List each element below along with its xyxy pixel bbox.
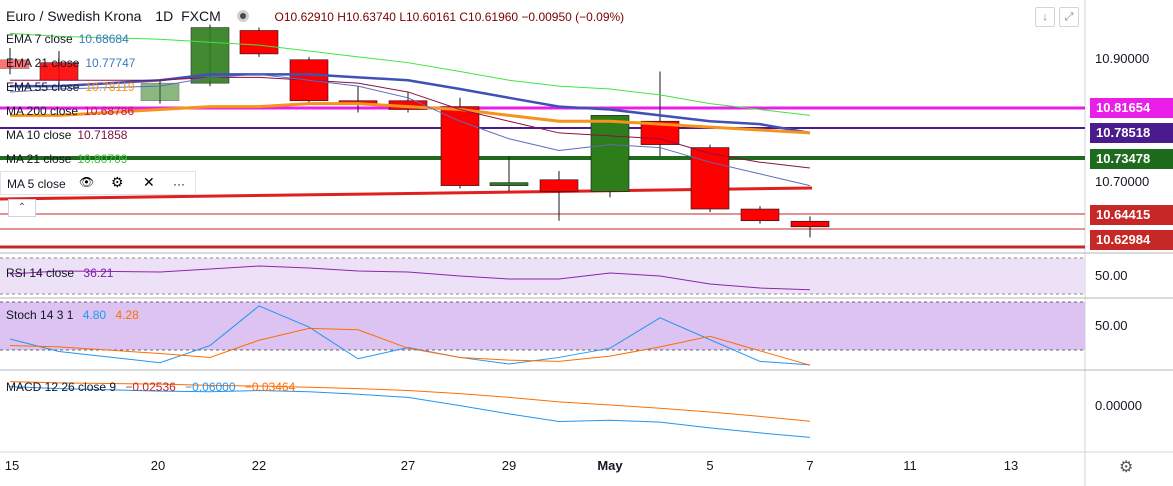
candle-body[interactable] (539, 179, 579, 192)
x-tick-label: May (597, 458, 623, 473)
x-tick-label: 29 (501, 458, 517, 473)
legend-value: 10.68786 (84, 104, 135, 118)
series-line-ema-7-close[interactable] (9, 73, 811, 187)
stoch-d-value: 4.28 (115, 308, 139, 322)
close-icon[interactable]: ✕ (143, 174, 155, 190)
series-line-ma-10-close[interactable] (10, 76, 811, 169)
ma200-extended[interactable] (0, 186, 813, 201)
stoch-d-line[interactable] (9, 327, 811, 366)
legend-item-0[interactable]: EMA 7 close 10.68684 (6, 32, 129, 46)
x-tick-label: 11 (903, 458, 917, 473)
rsi-rsi-line[interactable] (9, 265, 811, 291)
candle-body[interactable] (140, 82, 180, 102)
legend-item-1[interactable]: EMA 21 close 10.77747 (6, 56, 135, 70)
legend-item-5[interactable]: MA 21 close 10.80709 (6, 152, 127, 166)
series-line-ema-55-close[interactable] (10, 102, 811, 135)
candle-body[interactable] (690, 147, 730, 210)
candle-body[interactable] (239, 30, 279, 55)
price-axis-label-1: 10.90000 (1095, 51, 1150, 66)
price-tag-2: 10.78518 (1090, 123, 1173, 143)
legend-value: 10.71858 (77, 128, 128, 142)
eye-icon[interactable]: 👁 (79, 175, 95, 189)
legend-item-2[interactable]: EMA 55 close 10.78119 (6, 80, 135, 94)
legend-value: 10.68684 (78, 32, 129, 46)
macd-signal-line[interactable] (9, 381, 811, 422)
stoch-legend[interactable]: Stoch 14 3 1 4.80 4.28 (6, 308, 139, 322)
x-tick-label: 5 (706, 458, 714, 473)
candle-body[interactable] (0, 59, 30, 69)
chart-header: Euro / Swedish Krona 1D FXCM O10.62910 H… (6, 8, 624, 24)
legend-item-4[interactable]: MA 10 close 10.71858 (6, 128, 127, 142)
candle-body[interactable] (740, 208, 780, 222)
legend-label: MA 200 close (6, 104, 79, 118)
legend-label: EMA 21 close (6, 56, 80, 70)
legend-value: 10.77747 (85, 56, 136, 70)
gear-icon[interactable]: ⚙ (111, 174, 124, 190)
series-line-ema-21-close[interactable] (10, 73, 811, 135)
legend-item-3[interactable]: MA 200 close 10.68786 (6, 104, 134, 118)
macd-legend[interactable]: MACD 12 26 close 9 −0.02536 −0.06000 −0.… (6, 380, 295, 394)
macd-signal-value: −0.03464 (244, 380, 296, 394)
rsi-axis-label: 50.00 (1095, 268, 1128, 283)
source: FXCM (181, 8, 221, 24)
settings-icon[interactable]: ⚙ (1119, 459, 1134, 476)
stoch-k-value: 4.80 (82, 308, 107, 322)
legend-label: EMA 7 close (6, 32, 73, 46)
candle-body[interactable] (489, 182, 529, 186)
candle-body[interactable] (440, 106, 480, 186)
x-tick-label: 22 (251, 458, 267, 473)
stoch-axis-label: 50.00 (1095, 318, 1128, 333)
macd-value: −0.06000 (185, 380, 236, 394)
symbol-name[interactable]: Euro / Swedish Krona (6, 8, 142, 24)
ma5-label: MA 5 close (7, 177, 66, 191)
x-tick-label: 7 (806, 458, 814, 473)
rsi-value: 36.21 (83, 266, 114, 280)
rsi-label: RSI 14 close (6, 266, 75, 280)
candle-body[interactable] (640, 120, 680, 145)
legend-label: MA 10 close (6, 128, 72, 142)
candle-body[interactable] (790, 220, 830, 228)
market-status-icon (236, 10, 249, 22)
legend-label: MA 21 close (6, 152, 72, 166)
candle-body[interactable] (590, 115, 630, 192)
macd-axis-label: 0.00000 (1095, 398, 1142, 413)
macd-hist-value: −0.02536 (125, 380, 176, 394)
interval[interactable]: 1D (155, 8, 174, 24)
collapse-legend-icon[interactable]: ⌃ (8, 199, 36, 217)
download-icon[interactable]: ↓ (1035, 7, 1055, 27)
stoch-label: Stoch 14 3 1 (6, 308, 74, 322)
stoch-band (0, 302, 1085, 350)
price-tag-4: 10.64415 (1090, 205, 1173, 225)
macd-label: MACD 12 26 close 9 (6, 380, 117, 394)
legend-value: 10.78119 (85, 80, 135, 94)
x-tick-label: 27 (400, 458, 416, 473)
legend-label: EMA 55 close (6, 80, 80, 94)
macd-macd-line[interactable] (9, 386, 811, 438)
rsi-legend[interactable]: RSI 14 close 36.21 (6, 266, 113, 280)
x-tick-label: 15 (4, 458, 20, 473)
price-tag-3: 10.73478 (1090, 149, 1173, 169)
x-tick-label: 20 (150, 458, 166, 473)
rsi-band (0, 258, 1085, 294)
ohlc-values: O10.62910 H10.63740 L10.60161 C10.61960 … (274, 10, 625, 24)
legend-value: 10.80709 (77, 152, 128, 166)
x-tick-label: 13 (1003, 458, 1019, 473)
lines-layer (9, 32, 811, 438)
price-tag-1: 10.81654 (1090, 98, 1173, 118)
more-icon[interactable]: ··· (173, 177, 185, 191)
price-axis-label-2: 10.70000 (1095, 174, 1150, 189)
expand-icon[interactable]: ⤢ (1059, 7, 1079, 27)
price-tag-5: 10.62984 (1090, 230, 1173, 250)
series-line-ma-21-close[interactable] (9, 32, 811, 116)
ma5-legend[interactable]: MA 5 close 👁 ⚙ ✕ ··· (0, 171, 196, 195)
